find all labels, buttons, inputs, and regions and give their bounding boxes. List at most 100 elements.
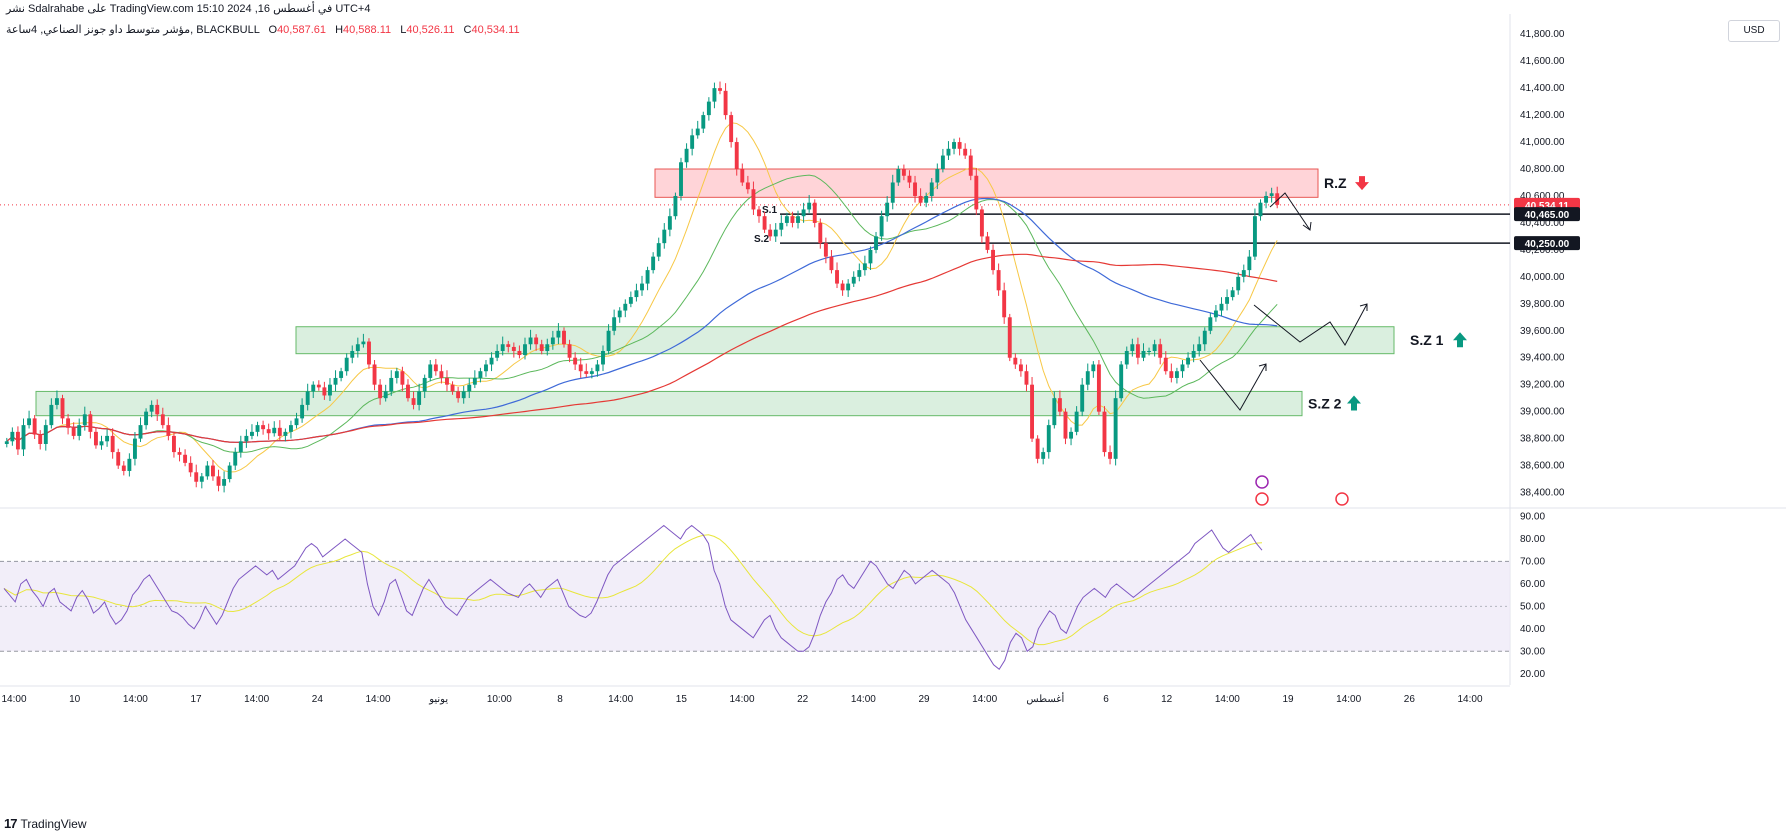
y-tick-label: 38,800.00 [1520,434,1565,445]
x-tick-label: 14:00 [1336,694,1361,705]
arrow-up-icon [1347,395,1361,411]
candle [1013,357,1018,365]
price-tag-label: 40,465.00 [1525,210,1570,221]
x-tick-label: 14:00 [244,694,269,705]
candle [840,283,845,291]
candle [818,222,823,244]
candle [344,357,349,372]
candle [1252,216,1257,257]
candle [757,209,761,217]
candle [93,431,98,446]
y-tick-label: 41,800.00 [1520,29,1565,40]
y-tick-label: 39,400.00 [1520,353,1565,364]
candle [1230,290,1235,298]
y-tick-label: 38,600.00 [1520,461,1565,472]
rsi-y-tick-label: 80.00 [1520,534,1545,545]
candle [723,90,728,116]
candle [472,377,477,385]
price-tag [1514,207,1580,222]
x-tick-label: 14:00 [365,694,390,705]
candle [171,435,176,453]
candle [534,337,539,345]
zone-2 [35,390,1303,417]
candle [149,404,154,412]
candle [289,425,293,432]
x-tick-label: 14:00 [729,694,754,705]
candle [506,344,511,347]
y-tick-label: 41,400.00 [1520,83,1565,94]
candle [316,384,321,388]
currency-button[interactable]: USD [1728,20,1780,42]
candle [874,236,878,250]
tradingview-logo-icon: 17 [4,816,18,831]
candle [907,175,912,183]
candle [1091,364,1096,372]
candle [233,452,238,466]
candle [177,452,182,455]
price-tag [1514,236,1580,251]
candle [511,346,516,351]
candle [389,377,394,392]
candle [1119,364,1124,399]
close-key: C [463,24,472,36]
rsi-y-tick-label: 20.00 [1520,669,1545,680]
candle [495,350,500,358]
candle [422,377,427,392]
candle [1213,310,1218,318]
candle [445,377,449,385]
candle [773,229,778,237]
candle [1152,344,1157,351]
candle [500,344,505,351]
y-tick-label: 40,800.00 [1520,164,1565,175]
candle [188,462,193,473]
candle [484,364,488,372]
x-tick-label: 10:00 [487,694,512,705]
candle [322,387,327,396]
y-tick-label: 39,000.00 [1520,407,1565,418]
candle [138,425,143,439]
candle [71,427,76,436]
x-tick-label: 29 [918,694,930,705]
x-tick-label: 6 [1103,694,1109,705]
y-tick-label: 40,200.00 [1520,245,1565,256]
candle [211,465,215,477]
candle [333,377,338,385]
candle [634,290,639,298]
candle [595,364,600,372]
candle [1258,202,1263,217]
candle [1046,425,1051,453]
x-tick-label: 14:00 [972,694,997,705]
candle [166,425,171,436]
candle [695,128,700,136]
candle [684,148,689,163]
candle [428,364,433,378]
candle [205,465,210,477]
candle [417,391,422,405]
candle [768,229,773,237]
candle [896,169,901,183]
candle [601,350,605,365]
candle [550,337,555,345]
candle [584,371,589,374]
low-key: L [400,24,407,36]
symbol-ohlc-line: مؤشر متوسط داو جونز الصناعي, 4ساعة, BLAC… [6,23,520,36]
candle [718,88,722,91]
x-tick-label: 8 [557,694,563,705]
candle [918,195,923,203]
candle [461,391,466,399]
candle [227,465,232,480]
zone-0 [654,168,1319,198]
candle [1041,452,1046,459]
candle [105,435,110,442]
candle [985,236,990,250]
candle [517,350,522,356]
candle [244,435,249,442]
candle [823,243,828,257]
rsi-y-tick-label: 50.00 [1520,601,1545,612]
candle [489,357,494,365]
x-tick-label: 14:00 [123,694,148,705]
candle [32,418,37,435]
candle [667,216,672,230]
candle [216,476,221,486]
